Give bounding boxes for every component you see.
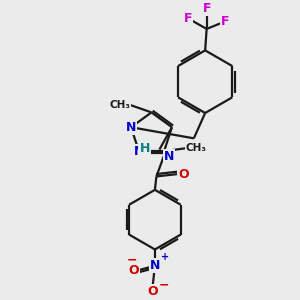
Text: F: F bbox=[184, 12, 192, 25]
Text: N: N bbox=[150, 260, 160, 272]
Text: F: F bbox=[221, 15, 230, 28]
Text: CH₃: CH₃ bbox=[186, 143, 207, 153]
Text: H: H bbox=[140, 142, 150, 154]
Text: O: O bbox=[129, 264, 140, 277]
Text: F: F bbox=[202, 2, 211, 14]
Text: +: + bbox=[161, 253, 169, 262]
Text: O: O bbox=[147, 285, 158, 298]
Text: −: − bbox=[126, 254, 137, 267]
Text: N: N bbox=[164, 150, 174, 163]
Text: CH₃: CH₃ bbox=[109, 100, 130, 110]
Text: −: − bbox=[159, 279, 169, 292]
Text: N: N bbox=[126, 121, 136, 134]
Text: O: O bbox=[178, 167, 188, 181]
Text: N: N bbox=[134, 145, 144, 158]
